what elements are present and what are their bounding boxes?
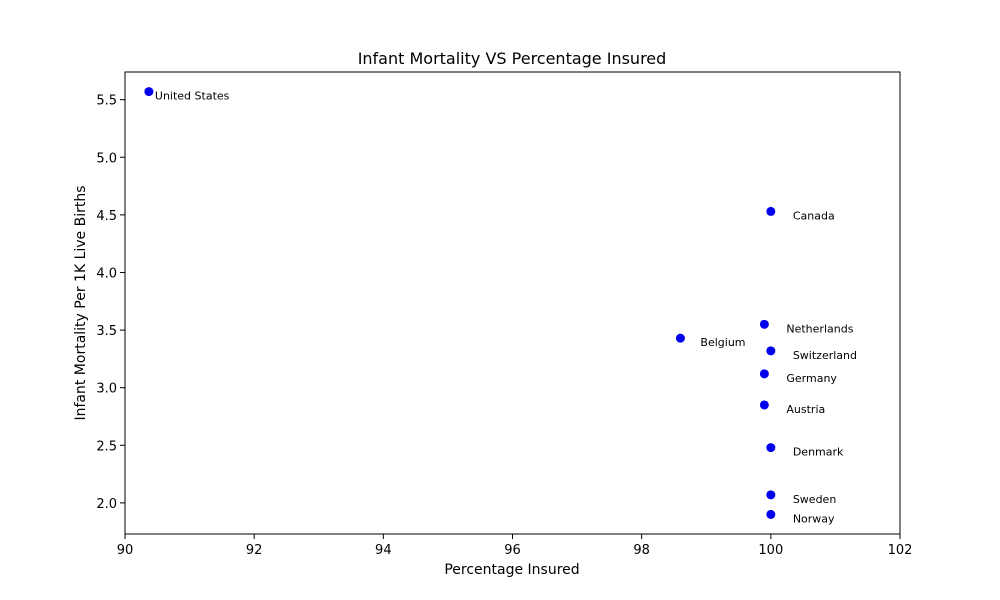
x-axis: 90 92 94 96 98 100 102 — [117, 534, 913, 558]
data-point — [675, 333, 685, 343]
point-label: Denmark — [793, 446, 844, 459]
point-label: Germany — [786, 372, 837, 385]
y-tick-label: 3.5 — [96, 324, 117, 339]
data-point — [766, 206, 776, 216]
data-point — [144, 87, 154, 97]
x-tick-label: 92 — [246, 543, 263, 558]
y-axis-label: Infant Mortality Per 1K Live Births — [73, 185, 89, 420]
x-axis-label: Percentage Insured — [444, 562, 579, 578]
data-point — [759, 319, 769, 329]
data-point — [766, 443, 776, 453]
point-label: Norway — [793, 512, 835, 525]
y-tick-label: 4.5 — [96, 209, 117, 224]
y-tick-label: 2.0 — [96, 497, 117, 512]
y-tick-label: 5.5 — [96, 94, 117, 109]
data-point — [766, 346, 776, 356]
x-tick-label: 98 — [633, 543, 650, 558]
data-point — [766, 490, 776, 500]
data-point — [759, 369, 769, 379]
point-label: Austria — [786, 403, 825, 416]
x-tick-label: 102 — [888, 543, 913, 558]
y-tick-label: 2.5 — [96, 439, 117, 454]
y-axis: 2.0 2.5 3.0 3.5 4.0 4.5 5.0 5.5 — [96, 94, 125, 512]
y-tick-label: 5.0 — [96, 151, 117, 166]
point-label: Belgium — [700, 336, 745, 349]
x-tick-label: 90 — [117, 543, 134, 558]
plot-area-frame — [124, 71, 901, 535]
point-label: Switzerland — [793, 349, 857, 362]
x-tick-label: 96 — [504, 543, 521, 558]
data-point — [759, 400, 769, 410]
point-label: United States — [155, 90, 230, 103]
point-label: Canada — [793, 209, 835, 222]
y-tick-label: 4.0 — [96, 266, 117, 281]
x-tick-label: 94 — [375, 543, 392, 558]
point-label: Netherlands — [786, 322, 853, 335]
data-point — [766, 509, 776, 519]
data-points: United States Canada Netherlands Belgium Swi… — [144, 87, 857, 525]
x-tick-label: 100 — [758, 543, 783, 558]
point-label: Sweden — [793, 493, 836, 506]
chart-title: Infant Mortality VS Percentage Insured — [358, 49, 667, 68]
y-tick-label: 3.0 — [96, 382, 117, 397]
